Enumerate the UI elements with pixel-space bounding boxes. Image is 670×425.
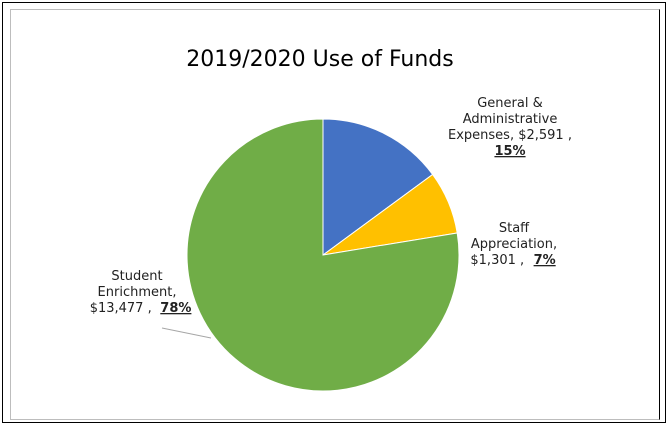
slice-general-administrative: [322, 118, 434, 256]
label-staff-appreciation: Staff Appreciation, $1,301 ,: [470, 221, 557, 268]
chart-title: 2019/2020 Use of Funds: [186, 47, 453, 72]
label-general-administrative: General & Administrative Expenses, $2,591 …: [448, 96, 572, 143]
pie-labels: General & Administrative Expenses, $2,591 …: [90, 96, 572, 339]
label-general-administrative-percent: 15%: [494, 144, 525, 159]
label-staff-appreciation-percent: 7%: [534, 253, 556, 268]
pie-slices: [186, 118, 460, 392]
slice-student-enrichment: [186, 118, 460, 392]
chart-area: [10, 9, 660, 420]
label-student-enrichment-percent: 78%: [160, 301, 191, 316]
leader-line-student-enrichment: [161, 327, 212, 339]
label-student-enrichment: Student Enrichment, $13,477 ,: [90, 269, 177, 316]
